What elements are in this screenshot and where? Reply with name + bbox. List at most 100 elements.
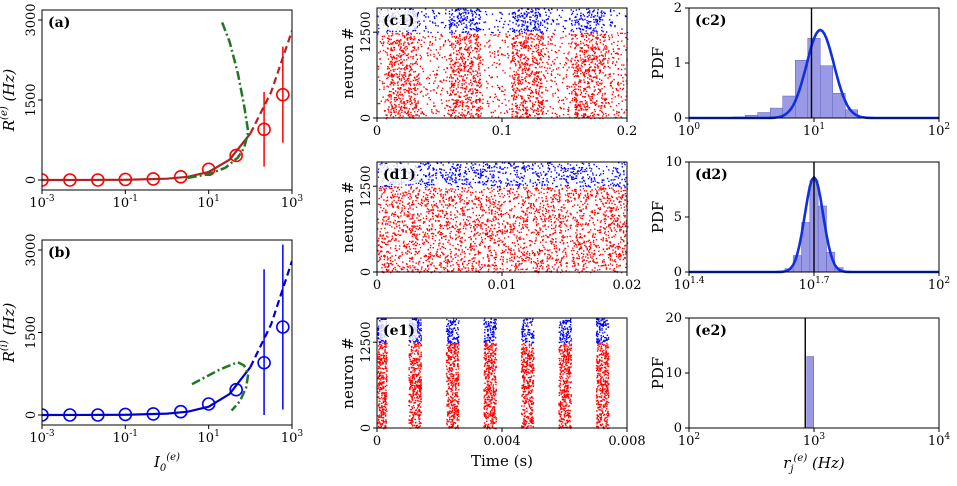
axes-frame xyxy=(41,9,293,191)
x-tick-label: 102 xyxy=(928,122,950,139)
y-axis-label: neuron # xyxy=(339,181,357,252)
y-tick-label: 1500 xyxy=(24,316,39,349)
x-tick-label: 102 xyxy=(928,276,950,293)
y-axis-label: neuron # xyxy=(339,27,357,98)
approx-line xyxy=(191,360,250,412)
x-tick-label: 103 xyxy=(803,432,826,449)
x-axis-label: rj(e) (Hz) xyxy=(783,453,845,475)
x-tick-label: 101 xyxy=(803,122,825,139)
panel-label: (a) xyxy=(48,15,70,31)
data-point xyxy=(229,148,243,163)
x-tick-label: 0.01 xyxy=(488,278,517,293)
y-tick-label: 12500 xyxy=(359,166,374,207)
y-axis-label: R(i) (Hz) xyxy=(0,302,18,363)
y-tick-label: 12500 xyxy=(359,322,374,363)
panel-label: (e1) xyxy=(383,323,415,339)
panel-label-bg xyxy=(691,320,729,340)
panel-label: (e2) xyxy=(695,323,727,339)
panel-a: 10-3 10-1 101 103 0 1500 3000 R(e) (Hz) (a) xyxy=(0,3,303,211)
panel-label: (c2) xyxy=(695,13,727,29)
y-tick-label: 3000 xyxy=(24,3,39,36)
y-axis-label: PDF xyxy=(649,357,667,390)
panel-label-bg xyxy=(379,164,417,184)
y-tick-label: 0 xyxy=(359,424,374,432)
y-tick-label: 0 xyxy=(359,268,374,276)
excitatory-spikes xyxy=(377,32,629,120)
x-tick-label: 0 xyxy=(373,124,381,139)
y-tick-label: 10 xyxy=(665,366,682,381)
x-tick-label: 10-1 xyxy=(113,429,138,446)
plot-area xyxy=(42,240,292,425)
x-tick-label: 0.1 xyxy=(492,124,513,139)
x-tick-label: 0.008 xyxy=(608,434,645,449)
panel-label: (d1) xyxy=(383,167,416,183)
y-tick-label: 0 xyxy=(24,176,39,184)
axes-frame xyxy=(376,7,628,119)
theory-line-solid xyxy=(42,366,252,417)
x-tick-label: 103 xyxy=(281,429,304,446)
y-tick-label: 10 xyxy=(665,155,682,170)
panel-b: 10-3 10-1 101 103 0 1500 3000 R(i) (Hz) I0(e) (b) xyxy=(0,233,303,474)
panel-c2: 100 101 102 0 1 2 PDF (c2) xyxy=(649,1,950,139)
x-tick-label: 102 xyxy=(678,432,700,449)
y-tick-label: 0 xyxy=(24,411,39,419)
panel-label: (b) xyxy=(48,245,71,261)
axes-frame xyxy=(376,317,628,429)
axes-frame xyxy=(688,7,940,119)
data-point xyxy=(276,320,290,334)
theory-line-dashed xyxy=(249,260,292,368)
raster-dots xyxy=(377,318,610,430)
x-tick-label: 10-3 xyxy=(29,429,55,446)
x-tick-label: 0.004 xyxy=(483,434,520,449)
y-tick-label: 1 xyxy=(674,56,682,71)
x-tick-label: 101 xyxy=(198,429,220,446)
inhibitory-spikes xyxy=(377,318,610,344)
y-tick-label: 20 xyxy=(665,311,682,326)
y-tick-label: 5 xyxy=(674,210,682,225)
histogram-bar xyxy=(806,356,814,429)
y-axis-label: neuron # xyxy=(339,337,357,408)
y-axis-label: PDF xyxy=(649,201,667,234)
theory-line-solid xyxy=(42,132,252,182)
panel-e2: 102 103 104 0 10 20 PDF rj(e) (Hz) (e2) xyxy=(649,311,950,475)
y-tick-label: 0 xyxy=(674,265,682,280)
theory-line-dashed xyxy=(249,30,292,135)
panel-label-bg xyxy=(44,242,82,262)
series-group xyxy=(42,19,292,187)
panel-label-bg xyxy=(691,164,729,184)
series-group xyxy=(42,244,292,422)
y-axis-label: R(e) (Hz) xyxy=(0,69,18,133)
panel-label: (d2) xyxy=(695,167,728,183)
y-tick-label: 3000 xyxy=(24,233,39,266)
panel-d2: 101.4 101.7 102 0 5 10 PDF (d2) xyxy=(649,155,950,293)
y-axis-label: PDF xyxy=(649,47,667,80)
x-tick-label: 101.4 xyxy=(674,276,705,293)
x-tick-label: 0.02 xyxy=(613,278,642,293)
panel-label-bg xyxy=(691,10,729,30)
histogram-bar xyxy=(820,65,833,119)
x-tick-label: 101.7 xyxy=(799,276,830,293)
y-tick-label: 0 xyxy=(674,111,682,126)
approx-line xyxy=(187,19,250,180)
inhibitory-spikes xyxy=(377,162,629,188)
axes-frame xyxy=(376,161,628,273)
panel-label-bg xyxy=(44,12,82,32)
x-tick-label: 0 xyxy=(373,434,381,449)
y-tick-label: 1500 xyxy=(24,83,39,116)
data-point xyxy=(276,87,290,102)
y-tick-label: 12500 xyxy=(359,12,374,53)
y-tick-label: 2 xyxy=(674,1,682,16)
x-tick-label: 103 xyxy=(281,194,304,211)
excitatory-spikes xyxy=(377,186,629,274)
y-tick-label: 0 xyxy=(359,114,374,122)
data-point xyxy=(257,122,271,137)
x-tick-label: 0 xyxy=(373,278,381,293)
x-tick-label: 100 xyxy=(678,122,701,139)
axes-frame xyxy=(688,317,940,429)
axes-frame xyxy=(688,161,940,273)
data-point xyxy=(257,355,271,370)
